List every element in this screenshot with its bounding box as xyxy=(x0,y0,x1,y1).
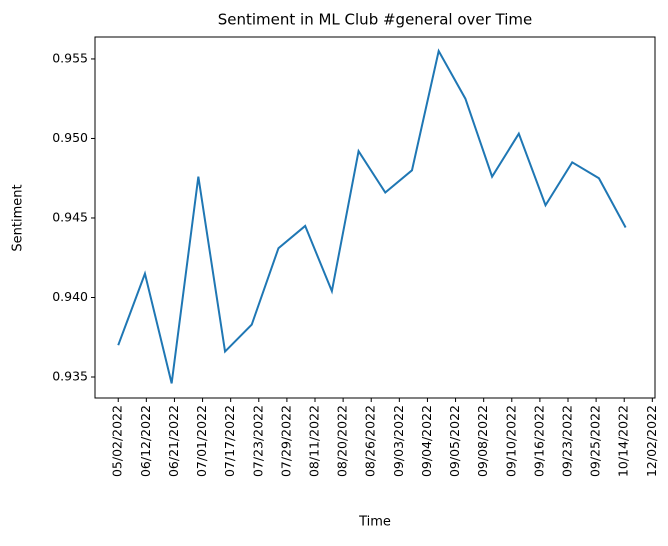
x-tick-label: 06/12/2022 xyxy=(138,405,153,477)
x-tick-label: 09/23/2022 xyxy=(559,405,574,477)
x-tick-label: 08/20/2022 xyxy=(335,405,350,477)
y-tick-label: 0.935 xyxy=(52,369,88,384)
chart-title: Sentiment in ML Club #general over Time xyxy=(218,11,533,29)
x-tick-label: 07/29/2022 xyxy=(278,405,293,477)
x-axis-label: Time xyxy=(358,515,391,530)
x-tick-label: 10/14/2022 xyxy=(616,405,631,477)
line xyxy=(117,48,627,384)
x-tick-label: 09/10/2022 xyxy=(503,405,518,477)
y-tick-label: 0.950 xyxy=(52,130,88,145)
x-tick-label: 09/05/2022 xyxy=(447,405,462,477)
x-tick-label: 06/21/2022 xyxy=(166,405,181,477)
x-tick-label: 07/01/2022 xyxy=(194,405,209,477)
x-tick-label: 09/04/2022 xyxy=(419,405,434,477)
x-tick-label: 09/08/2022 xyxy=(475,405,490,477)
x-tick-label: 08/26/2022 xyxy=(363,405,378,477)
x-tick-label: 08/11/2022 xyxy=(307,405,322,477)
x-tick-label: 09/16/2022 xyxy=(531,405,546,477)
x-tick-label: 07/17/2022 xyxy=(222,405,237,477)
x-tick-label: 07/23/2022 xyxy=(250,405,265,477)
x-tick-label: 05/02/2022 xyxy=(110,405,125,477)
y-tick-label: 0.955 xyxy=(52,50,88,65)
x-tick-label: 09/03/2022 xyxy=(391,405,406,477)
y-axis-label: Sentiment xyxy=(11,184,26,251)
y-tick-label: 0.945 xyxy=(52,209,88,224)
y-tick-label: 0.940 xyxy=(52,289,88,304)
plot-frame xyxy=(94,36,656,399)
x-tick-label: 09/25/2022 xyxy=(588,405,603,477)
x-tick-label: 12/02/2022 xyxy=(644,405,659,477)
